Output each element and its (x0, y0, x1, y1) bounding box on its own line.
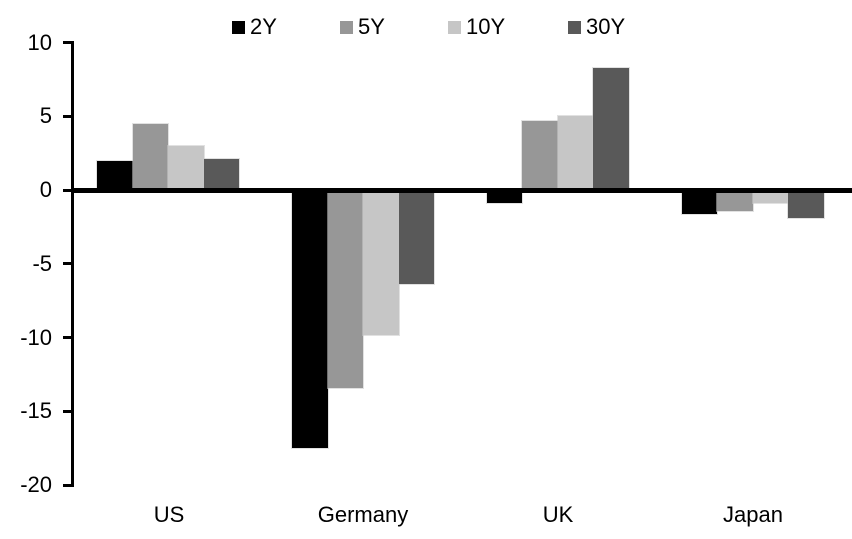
x-label-germany: Germany (317, 502, 409, 527)
x-label-japan: Japan (723, 502, 783, 527)
x-label-us: US (153, 502, 185, 527)
legend-item-30y: 30Y (568, 14, 625, 40)
legend-label-2y: 2Y (250, 14, 277, 39)
bar-uk-30y (593, 67, 629, 190)
legend-label-30y: 30Y (586, 14, 626, 39)
y-tick-mark (63, 188, 74, 192)
y-tick-label: -10 (20, 324, 52, 350)
y-tick-mark (63, 409, 74, 413)
bar-us-10y (168, 145, 204, 190)
y-tick-label: -5 (32, 250, 52, 276)
legend-item-10y: 10Y (448, 14, 505, 40)
bar-uk-5y (522, 120, 558, 190)
bar-uk-2y (486, 190, 523, 204)
bar-germany-30y (398, 190, 435, 285)
legend-item-5y: 5Y (340, 14, 385, 40)
bar-japan-5y (717, 190, 753, 211)
bar-japan-10y (752, 190, 789, 204)
bar-germany-2y (292, 190, 328, 449)
bar-uk-10y (557, 116, 594, 190)
x-label-uk: UK (542, 502, 574, 527)
legend-label-5y: 5Y (358, 14, 385, 39)
legend-item-2y: 2Y (232, 14, 277, 40)
legend-swatch-10y-icon (448, 20, 461, 34)
y-tick-mark (63, 114, 74, 118)
y-tick-mark (63, 483, 74, 487)
bar-germany-5y (327, 190, 364, 388)
y-tick-label: 5 (39, 103, 52, 129)
legend-label-10y: 10Y (466, 14, 506, 39)
y-tick-label: -20 (20, 472, 52, 497)
y-tick-mark (63, 336, 74, 339)
y-tick-label: 0 (39, 177, 52, 202)
bar-us-30y (203, 159, 240, 190)
bar-germany-10y (363, 190, 399, 335)
bar-us-5y (132, 123, 169, 190)
bar-japan-30y (788, 190, 824, 219)
y-tick-mark (63, 262, 74, 266)
y-axis-line (71, 41, 74, 487)
bar-japan-2y (681, 190, 718, 214)
zero-baseline (71, 187, 852, 193)
y-tick-label: 10 (27, 29, 52, 55)
y-tick-label: -15 (20, 398, 52, 424)
y-tick-mark (63, 41, 74, 44)
legend-swatch-5y-icon (340, 20, 353, 34)
bar-us-2y (97, 160, 133, 190)
legend-swatch-2y-icon (232, 20, 245, 34)
legend-swatch-30y-icon (568, 20, 581, 34)
